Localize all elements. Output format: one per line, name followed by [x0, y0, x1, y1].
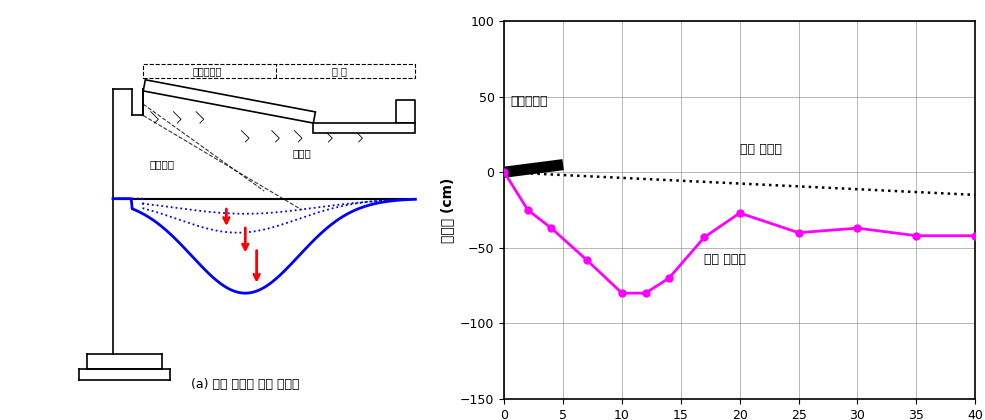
Text: 실측 포장면: 실측 포장면 [704, 253, 747, 266]
Text: 접속슬래브: 접속슬래브 [193, 66, 223, 76]
Text: (a) 교량 접속부 침하 모식도: (a) 교량 접속부 침하 모식도 [191, 378, 299, 391]
Text: 포 장: 포 장 [332, 66, 348, 76]
Polygon shape [313, 123, 416, 132]
Polygon shape [143, 80, 315, 123]
Text: 뒤체움부: 뒤체움부 [150, 160, 174, 170]
Y-axis label: 침하량 (cm): 침하량 (cm) [440, 177, 455, 243]
Text: 성토부: 성토부 [293, 148, 311, 158]
Text: 접속슬래브: 접속슬래브 [510, 94, 548, 108]
Text: 설계 포장면: 설계 포장면 [740, 143, 781, 156]
